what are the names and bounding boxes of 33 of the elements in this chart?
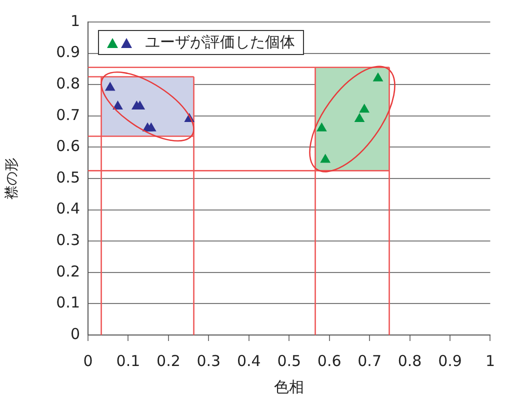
- point: [146, 122, 156, 132]
- x-tick-label: 0: [83, 352, 93, 370]
- y-tick-label: 0.5: [56, 168, 80, 186]
- point: [316, 122, 327, 132]
- y-tick-label: 1: [70, 12, 80, 30]
- y-tick-label: 0.6: [56, 137, 80, 156]
- y-tick-label: 0.9: [56, 43, 80, 62]
- y-tick-label: 0.2: [56, 262, 80, 280]
- point: [373, 72, 383, 82]
- x-tick-label: 0.4: [236, 352, 261, 370]
- point: [112, 101, 123, 110]
- x-tick-label: 0.8: [398, 352, 422, 370]
- x-axis-title: 色相: [274, 378, 304, 396]
- y-tick-label: 0: [70, 324, 80, 343]
- x-tick-label: 0.7: [358, 352, 382, 370]
- y-tick-label: 0.1: [56, 294, 80, 312]
- legend-label: ユーザが評価した個体: [145, 33, 295, 52]
- y-tick-label: 0.4: [56, 200, 80, 218]
- x-tick-label: 0.5: [277, 352, 302, 370]
- point: [354, 114, 364, 122]
- x-tick-label: 0.2: [156, 352, 180, 370]
- x-tick-label: 0.1: [116, 352, 140, 370]
- y-tick-label: 0.3: [56, 230, 80, 249]
- y-tick-label: 0.7: [56, 106, 80, 124]
- point: [360, 104, 370, 113]
- point: [320, 154, 330, 163]
- x-tick-label: 0.6: [317, 352, 342, 370]
- y-tick-label: 0.8: [56, 74, 80, 92]
- x-tick-label: 1: [485, 352, 495, 370]
- point: [105, 82, 115, 91]
- x-tick-label: 0.3: [196, 352, 221, 370]
- y-axis-title: 襟の形: [4, 158, 20, 200]
- x-tick-label: 0.9: [438, 352, 462, 370]
